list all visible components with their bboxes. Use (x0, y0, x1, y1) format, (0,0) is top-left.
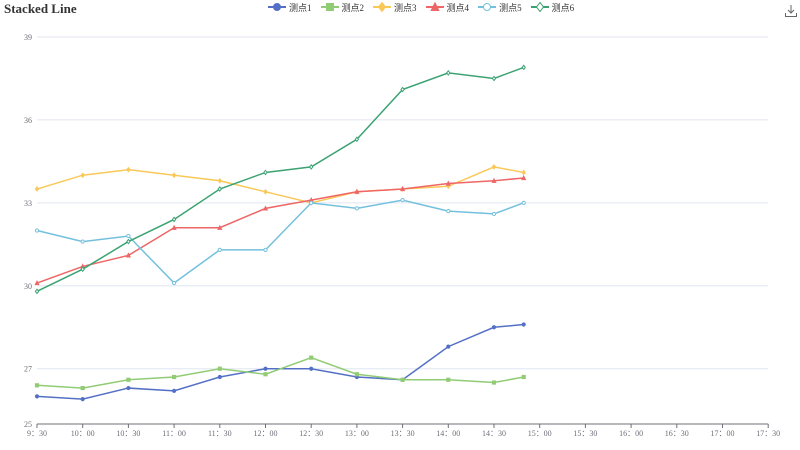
x-tick-label: 11：00 (162, 429, 186, 438)
x-tick-label: 15：30 (573, 429, 597, 438)
x-tick-label: 16：30 (665, 429, 689, 438)
x-tick-label: 12：00 (254, 429, 278, 438)
series-2[interactable] (34, 355, 526, 391)
legend-item-4[interactable]: 测点4 (425, 1, 470, 14)
legend-label: 测点4 (446, 2, 470, 13)
legend-marker-icon (478, 3, 497, 11)
series-line (36, 66, 524, 292)
x-tick-label: 11：30 (208, 429, 232, 438)
legend-item-1[interactable]: 测点1 (268, 1, 312, 14)
legend-item-5[interactable]: 测点5 (478, 1, 522, 14)
legend-marker-icon (425, 2, 444, 11)
download-icon (785, 5, 797, 17)
x-tick-label: 9：30 (27, 429, 47, 438)
y-tick-label: 33 (24, 199, 32, 208)
y-tick-label: 25 (24, 420, 32, 429)
legend-item-3[interactable]: 测点3 (373, 1, 417, 14)
chart-title: Stacked Line (4, 1, 77, 16)
legend: 测点1 测点2 测点3 测点4 测点5 测点6 (268, 0, 574, 14)
series-line (36, 356, 524, 389)
legend-label: 测点2 (341, 2, 365, 13)
x-tick-label: 17：00 (711, 429, 735, 438)
legend-item-2[interactable]: 测点2 (320, 1, 365, 14)
series-6[interactable] (34, 64, 526, 295)
x-tick-label: 15：00 (528, 429, 552, 438)
y-tick-label: 27 (24, 365, 32, 374)
x-tick-label: 10：00 (71, 429, 95, 438)
y-tick-label: 30 (24, 282, 32, 291)
x-tick-label: 10：30 (116, 429, 140, 438)
legend-label: 测点6 (551, 2, 575, 13)
legend-marker-icon (530, 2, 549, 12)
series-1[interactable] (34, 322, 526, 402)
legend-marker-icon (268, 3, 286, 11)
series-5[interactable] (34, 197, 526, 286)
x-tick-label: 12：30 (299, 429, 323, 438)
series-line (36, 323, 524, 400)
series-line (36, 166, 524, 204)
x-tick-label: 13：00 (345, 429, 369, 438)
legend-label: 测点5 (499, 2, 522, 13)
series-4[interactable] (34, 174, 527, 286)
legend-item-6[interactable]: 测点6 (530, 1, 575, 14)
series-line (36, 177, 524, 284)
legend-label: 测点1 (289, 2, 312, 13)
legend-marker-icon (373, 2, 392, 12)
x-tick-label: 16：00 (619, 429, 643, 438)
series-line (36, 199, 524, 285)
y-tick-label: 36 (24, 116, 32, 125)
x-tick-label: 13：30 (391, 429, 415, 438)
legend-label: 测点3 (394, 2, 417, 13)
y-tick-label: 39 (24, 33, 32, 42)
x-tick-label: 17：30 (756, 429, 780, 438)
x-tick-label: 14：00 (436, 429, 460, 438)
legend-marker-icon (320, 3, 339, 11)
x-tick-label: 14：30 (482, 429, 506, 438)
save-as-image-button[interactable] (784, 4, 798, 18)
